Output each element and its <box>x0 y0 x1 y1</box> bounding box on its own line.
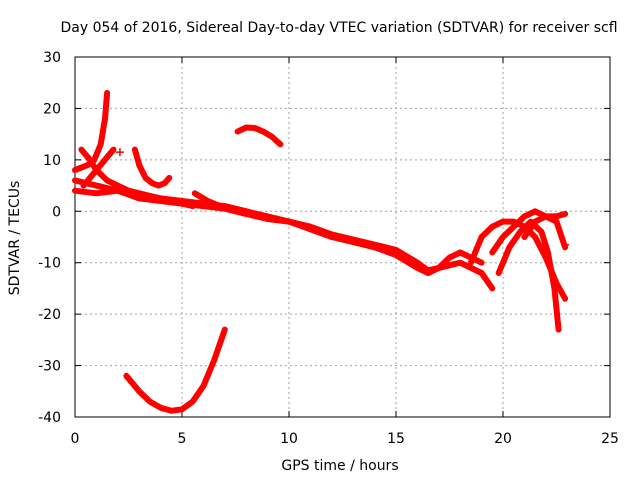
track-late-a <box>489 208 569 256</box>
x-tick-label: 5 <box>178 431 187 447</box>
y-tick-label: 0 <box>52 204 61 220</box>
y-tick-label: -30 <box>38 359 61 375</box>
track-early-a <box>72 90 111 174</box>
y-tick-label: 20 <box>43 101 61 117</box>
y-axis-label: SDTVAR / TECUs <box>7 181 23 296</box>
x-tick-label: 25 <box>601 431 619 447</box>
grid <box>75 57 610 417</box>
x-tick-label: 15 <box>387 431 405 447</box>
axis-ticks: 0 5 10 15 20 25 -40 -30 -20 -10 0 10 20 30 <box>38 50 619 447</box>
track-early-c <box>78 146 196 210</box>
track-main-b <box>72 187 496 292</box>
track-low <box>123 326 228 414</box>
x-tick-label: 10 <box>280 431 298 447</box>
track-early-b <box>80 146 117 189</box>
plus-marker <box>115 148 124 157</box>
chart-title: Day 054 of 2016, Sidereal Day-to-day VTE… <box>60 20 617 36</box>
x-tick-label: 20 <box>494 431 512 447</box>
plot-frame <box>74 56 611 418</box>
track-late-d <box>521 213 569 251</box>
x-tick-label: 0 <box>71 431 80 447</box>
track-high <box>234 124 284 148</box>
plus-marker <box>561 240 570 249</box>
track-late-c <box>495 218 562 333</box>
x-axis-label: GPS time / hours <box>281 458 398 474</box>
data-series <box>72 90 570 414</box>
y-tick-label: -10 <box>38 256 61 272</box>
y-tick-label: -40 <box>38 410 61 426</box>
y-tick-label: 30 <box>43 50 61 66</box>
track-bump <box>191 190 250 215</box>
y-tick-label: -20 <box>38 307 61 323</box>
track-arch <box>131 146 173 189</box>
y-tick-label: 10 <box>43 153 61 169</box>
